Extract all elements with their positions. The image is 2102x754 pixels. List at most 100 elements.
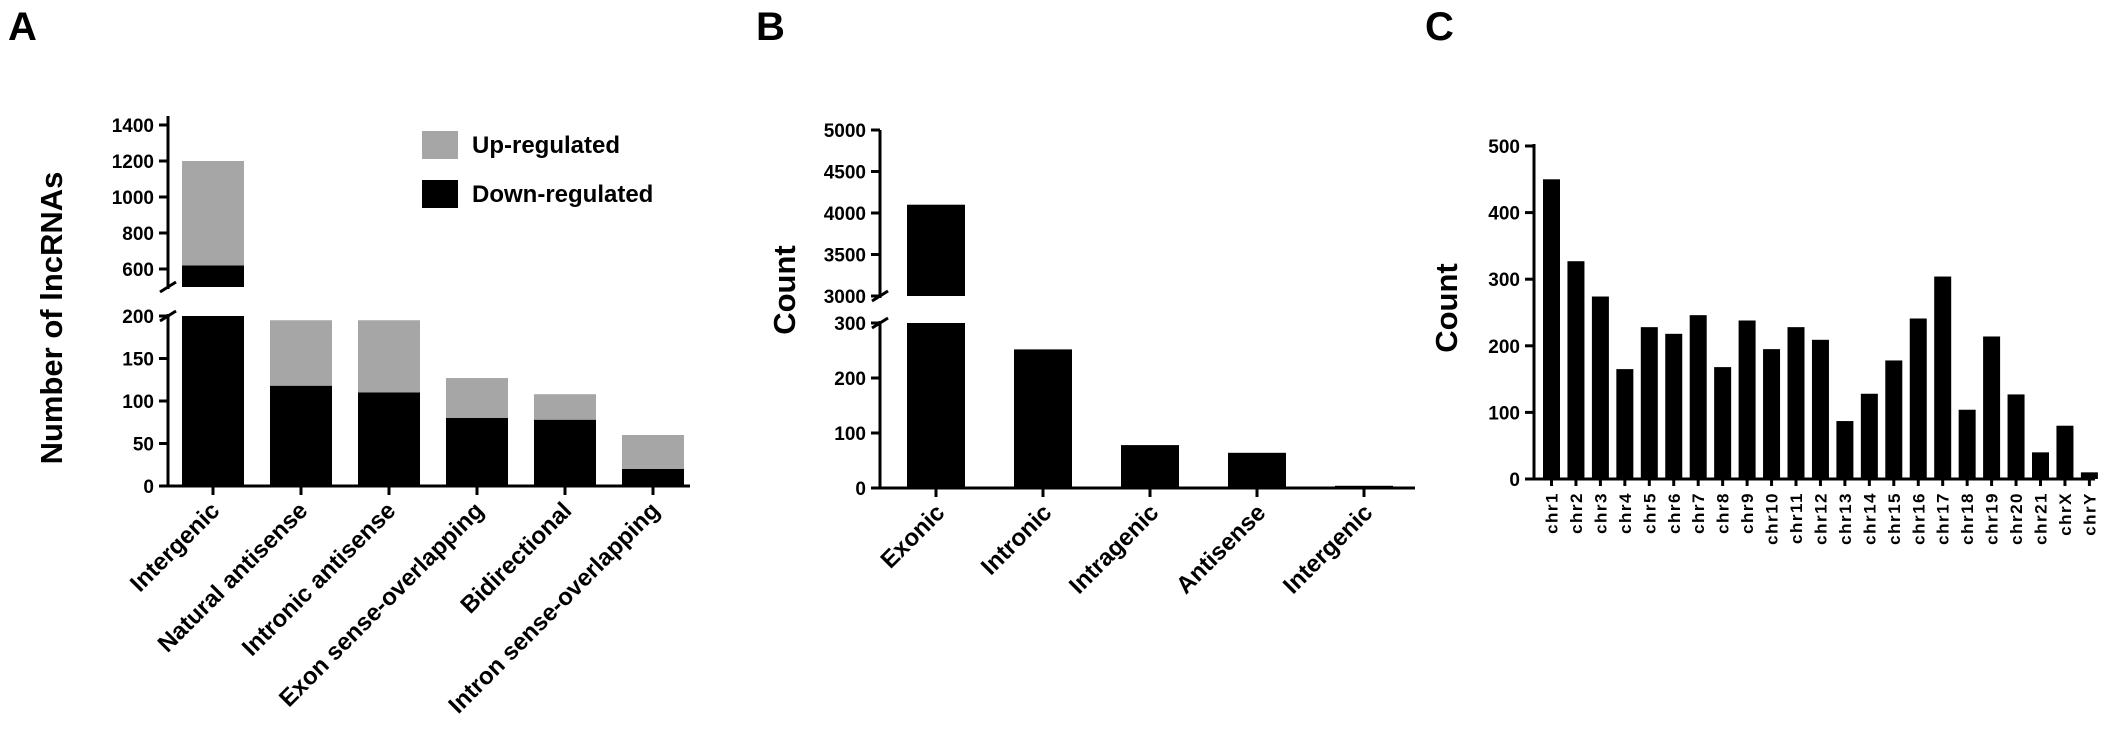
panel-b-y-tick-label: 300 xyxy=(834,314,866,335)
panel-a-x-label-natural-antisense: Natural antisense xyxy=(153,497,314,658)
bar-exonic xyxy=(907,204,965,296)
panel-c-x-label-chr4: chr4 xyxy=(1616,492,1635,534)
panel-c-plot: 0 100 200 300 400 500 chr1 chr2 chr3 chr4 chr5 chr6… xyxy=(1488,137,2099,545)
bar-antisense xyxy=(1228,452,1286,488)
panel-c-y-tick-label: 200 xyxy=(1488,337,1520,358)
bar-intron-sense-overlapping-up-regulated xyxy=(622,435,684,469)
panel-c-x-label-chr6: chr6 xyxy=(1665,492,1684,534)
bar-chr10 xyxy=(1763,349,1781,479)
bar-intronic xyxy=(1014,349,1072,488)
bar-chr15 xyxy=(1885,360,1903,479)
panel-c-x-label-chr1: chr1 xyxy=(1543,492,1562,534)
bar-bidirectional-down-regulated xyxy=(534,419,596,486)
panel-a-y-tick-label: 200 xyxy=(122,307,154,328)
panel-c-x-label-chr18: chr18 xyxy=(1958,492,1977,545)
bar-chr19 xyxy=(1983,336,2001,479)
panel-a-y-tick-label: 800 xyxy=(122,224,154,245)
panel-a-legend: Up-regulated Down-regulated xyxy=(422,131,653,208)
panel-c-x-label-chr12: chr12 xyxy=(1811,492,1830,545)
bar-chr5 xyxy=(1640,327,1658,479)
panel-c-y-tick-label: 0 xyxy=(1509,470,1520,491)
panel-c-x-label-chr14: chr14 xyxy=(1860,492,1879,545)
panel-b-y-tick-label: 3500 xyxy=(824,246,866,267)
bar-intragenic xyxy=(1121,445,1179,488)
bar-chr3 xyxy=(1591,296,1609,479)
bar-intergenic xyxy=(1335,485,1393,488)
bar-chr17 xyxy=(1934,276,1952,479)
panel-c-x-label-chr5: chr5 xyxy=(1640,492,1659,534)
panel-a-y-tick-label: 100 xyxy=(122,392,154,413)
legend-label-up-regulated: Up-regulated xyxy=(472,132,620,159)
panel-b-y-tick-label: 4500 xyxy=(824,163,866,184)
bar-bidirectional-up-regulated xyxy=(534,394,596,420)
panel-c-y-axis-title: Count xyxy=(1429,263,1464,353)
bar-chr7 xyxy=(1689,315,1707,479)
panel-c-x-label-chr16: chr16 xyxy=(1909,492,1928,545)
panel-label-a: A xyxy=(8,5,37,49)
bar-exon-sense-overlapping-up-regulated xyxy=(446,378,508,418)
panel-c-x-label-chr8: chr8 xyxy=(1714,492,1733,534)
panel-b-y-tick-label: 200 xyxy=(834,369,866,390)
panel-c-x-label-chr9: chr9 xyxy=(1738,492,1757,534)
panel-label-c: C xyxy=(1425,5,1454,49)
panel-a-x-label-intronic-antisense: Intronic antisense xyxy=(237,497,401,661)
panel-a-y-tick-label: 1000 xyxy=(112,188,154,209)
bar-chr16 xyxy=(1909,318,1927,479)
panel-b-y-tick-label: 0 xyxy=(855,479,866,500)
panel-c-y-tick-label: 400 xyxy=(1488,204,1520,225)
bar-intergenic-up-regulated xyxy=(182,161,244,266)
bar-chrx xyxy=(2056,425,2074,479)
panel-c-x-label-chr2: chr2 xyxy=(1567,492,1586,534)
bar-natural-antisense-up-regulated xyxy=(270,320,332,386)
panel-b-y-tick-label: 100 xyxy=(834,424,866,445)
panel-c-x-label-chr19: chr19 xyxy=(1983,492,2002,545)
bar-chr9 xyxy=(1738,320,1756,479)
bar-natural-antisense-down-regulated xyxy=(270,385,332,486)
panel-c-y-tick-label: 500 xyxy=(1488,137,1520,158)
bar-exonic xyxy=(907,323,965,488)
legend-swatch-up-regulated xyxy=(422,131,458,159)
bar-chr6 xyxy=(1665,333,1683,479)
panel-c-y-tick-label: 100 xyxy=(1488,403,1520,424)
bar-chr18 xyxy=(1958,409,1976,479)
panel-c-x-label-chr20: chr20 xyxy=(2007,492,2026,545)
panel-b-x-label-antisense: Antisense xyxy=(1171,499,1271,599)
bar-intronic-antisense-up-regulated xyxy=(358,320,420,393)
panel-c-x-label-chr11: chr11 xyxy=(1787,492,1806,544)
panel-b-x-label-exonic: Exonic xyxy=(875,499,950,574)
panel-b-y-tick-label: 5000 xyxy=(824,121,866,142)
panel-b-x-label-intronic: Intronic xyxy=(976,499,1057,580)
panel-a-y-axis-title: Number of lncRNAs xyxy=(34,172,69,465)
panel-a-y-tick-label: 0 xyxy=(143,477,154,498)
bar-chr11 xyxy=(1787,327,1805,479)
bar-chr21 xyxy=(2032,452,2049,479)
panel-c-x-label-chr10: chr10 xyxy=(1763,492,1782,545)
bar-chr14 xyxy=(1860,393,1878,479)
panel-c-y-tick-label: 300 xyxy=(1488,270,1520,291)
bar-chr20 xyxy=(2007,394,2025,479)
bar-intronic-antisense-down-regulated xyxy=(358,392,420,486)
bar-chry xyxy=(2080,472,2098,479)
panel-a-axis-break-mark xyxy=(159,280,177,294)
panel-a-y-tick-label: 1400 xyxy=(112,116,154,137)
bar-chr12 xyxy=(1811,339,1829,479)
bar-exon-sense-overlapping-down-regulated xyxy=(446,418,508,486)
bar-intron-sense-overlapping-down-regulated xyxy=(622,469,684,486)
bar-chr1 xyxy=(1543,179,1560,480)
panel-b-plot: 0 100 200 300 3000 3500 4000 4500 5000 Exonic Intr… xyxy=(824,121,1415,599)
bar-intergenic-down-regulated xyxy=(182,265,244,287)
panel-b-x-label-intragenic: Intragenic xyxy=(1064,499,1164,599)
bar-intergenic-down-regulated xyxy=(182,316,244,486)
panel-label-b: B xyxy=(756,5,785,49)
panel-c-x-label-chr3: chr3 xyxy=(1591,492,1610,534)
panel-b-x-label-intergenic: Intergenic xyxy=(1278,499,1378,599)
bar-chr8 xyxy=(1714,367,1732,479)
bar-chr4 xyxy=(1616,369,1634,479)
bar-chr2 xyxy=(1567,261,1585,479)
panel-c-x-label-chr21: chr21 xyxy=(2032,492,2051,545)
bar-chr13 xyxy=(1836,421,1854,479)
panel-b-y-tick-label: 4000 xyxy=(824,204,866,225)
panel-c-x-label-chr15: chr15 xyxy=(1885,492,1904,545)
legend-label-down-regulated: Down-regulated xyxy=(472,181,653,208)
